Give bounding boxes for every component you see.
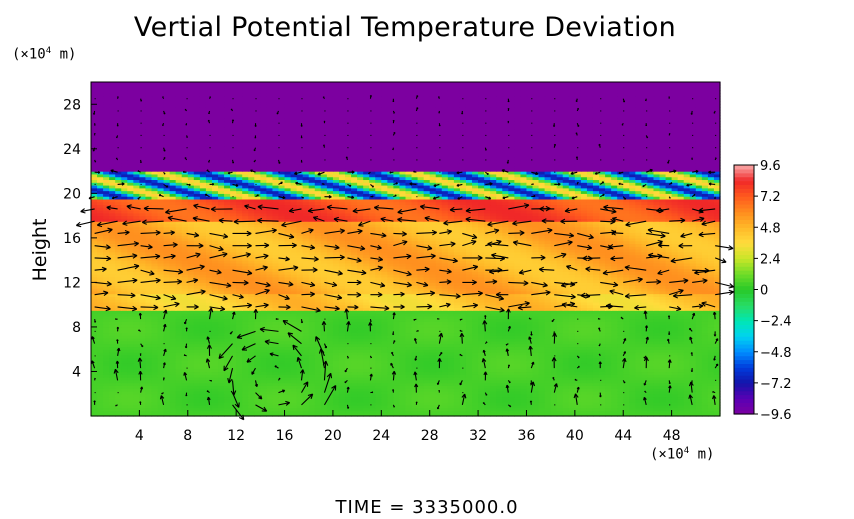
x-tick-label-6: 28 xyxy=(421,428,439,444)
heatmap xyxy=(91,82,721,417)
y-tick-label-2: 12 xyxy=(63,275,81,291)
x-tick-label-9: 40 xyxy=(566,428,584,444)
y-tick-label-4: 20 xyxy=(63,186,81,202)
colorbar xyxy=(734,165,754,415)
colorbar-label-6: −4.8 xyxy=(760,346,792,361)
y-tick-label-5: 24 xyxy=(63,142,81,158)
x-axis-unit: (×104 m) xyxy=(650,446,715,463)
plot-frame xyxy=(90,81,721,417)
y-tick-label-0: 4 xyxy=(72,364,81,380)
colorbar-label-5: −2.4 xyxy=(760,315,792,330)
x-tick-label-1: 8 xyxy=(183,428,192,444)
x-tick-label-11: 48 xyxy=(663,428,681,444)
x-tick-label-4: 20 xyxy=(324,428,342,444)
time-label: TIME = 3335000.0 xyxy=(335,497,519,518)
colorbar-label-7: −7.2 xyxy=(760,377,792,392)
x-tick-label-3: 16 xyxy=(276,428,294,444)
x-tick-label-2: 12 xyxy=(227,428,245,444)
x-tick-label-10: 44 xyxy=(614,428,632,444)
wind-vectors xyxy=(75,94,734,421)
x-tick-label-5: 24 xyxy=(372,428,390,444)
colorbar-label-4: 0 xyxy=(760,284,768,299)
colorbar-label-1: 7.2 xyxy=(760,190,781,205)
y-axis-unit: (×104 m) xyxy=(12,46,77,63)
y-tick-label-1: 8 xyxy=(72,320,81,336)
chart-title: Vertial Potential Temperature Deviation xyxy=(133,12,677,43)
colorbar-label-8: −9.6 xyxy=(760,408,792,423)
y-tick-label-3: 16 xyxy=(63,231,81,247)
x-tick-label-7: 32 xyxy=(469,428,487,444)
x-tick-label-0: 4 xyxy=(135,428,144,444)
y-tick-label-6: 28 xyxy=(63,97,81,113)
colorbar-label-0: 9.6 xyxy=(760,159,781,174)
x-tick-label-8: 36 xyxy=(518,428,536,444)
colorbar-label-3: 2.4 xyxy=(760,252,781,267)
colorbar-label-2: 4.8 xyxy=(760,221,781,236)
